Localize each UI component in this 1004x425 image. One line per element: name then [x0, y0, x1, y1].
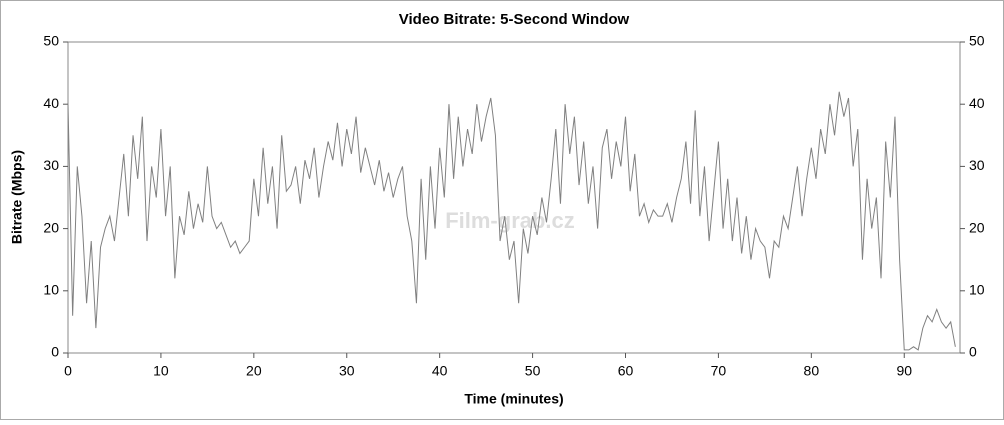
y-tick-label: 30 [43, 157, 59, 173]
x-tick-label: 90 [896, 363, 912, 379]
y2-tick-label: 50 [969, 33, 985, 49]
x-tick-label: 40 [432, 363, 448, 379]
x-tick-label: 60 [618, 363, 634, 379]
y-tick-label: 50 [43, 33, 59, 49]
y-tick-label: 20 [43, 219, 59, 235]
x-tick-label: 30 [339, 363, 355, 379]
y-axis-label: Bitrate (Mbps) [9, 150, 25, 244]
y2-tick-label: 40 [969, 95, 985, 111]
y2-tick-label: 10 [969, 282, 985, 298]
y2-tick-label: 0 [969, 344, 977, 360]
y-tick-label: 40 [43, 95, 59, 111]
y-tick-label: 10 [43, 282, 59, 298]
bitrate-line [67, 91, 956, 351]
x-tick-label: 10 [153, 363, 169, 379]
x-tick-label: 20 [246, 363, 262, 379]
plot-area [67, 41, 961, 354]
y2-tick-label: 20 [969, 219, 985, 235]
watermark: Film-grab.cz [445, 208, 575, 233]
x-tick-label: 80 [804, 363, 820, 379]
chart-title: Video Bitrate: 5-Second Window [399, 11, 630, 28]
x-tick-label: 70 [711, 363, 727, 379]
y-tick-label: 0 [51, 344, 59, 360]
x-tick-label: 50 [525, 363, 541, 379]
x-axis-label: Time (minutes) [464, 391, 563, 407]
y2-tick-label: 30 [969, 157, 985, 173]
x-tick-label: 0 [64, 363, 72, 379]
